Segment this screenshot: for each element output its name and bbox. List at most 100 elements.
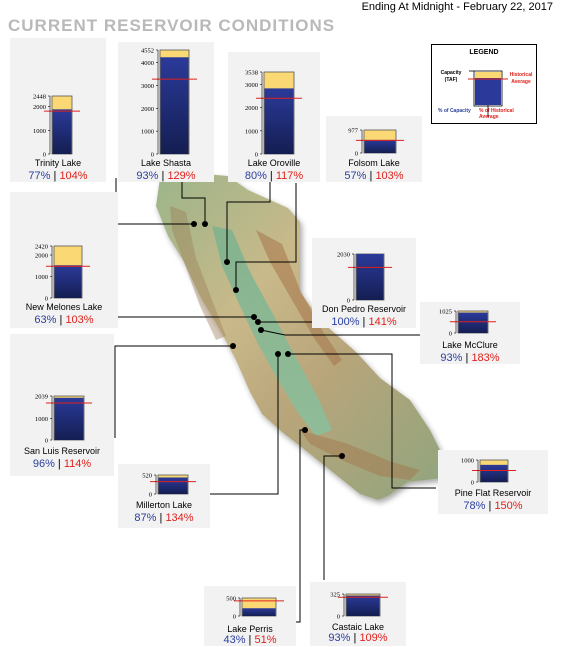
chart-lake-oroville: 3538 3000 2000 1000 0 [245,70,302,159]
coast-range [170,206,226,340]
storage-bar [264,88,294,154]
storage-bar [356,254,384,300]
connector-oroville [226,172,271,262]
panel-pine-flat-reservoir: 1000 0 Pine Flat Reservoir 78% | 150% [438,450,548,514]
chart-millerton-lake: 520 0 [142,473,196,499]
reservoir-percentages: 93% | 129% [136,170,196,182]
page-title: CURRENT RESERVOIR CONDITIONS [8,16,336,35]
connector-pineflat [288,353,436,489]
y-tick-label: 0 [449,331,452,338]
reservoir-name: Don Pedro Reservoir [321,304,407,314]
percent-capacity: 96% [32,458,55,470]
reservoir-percentages: 57% | 103% [344,170,404,182]
y-tick-label: 2000 [245,105,258,112]
y-tick-label: 0 [233,614,236,621]
reservoir-name: New Melones Lake [25,302,103,312]
y-tick-label: 0 [255,152,258,159]
storage-bar [158,477,188,494]
connector-shasta [181,170,206,224]
y-tick-label: 2039 [35,394,48,401]
chart-lake-shasta: 4552 4000 3000 2000 1000 0 [141,48,197,159]
reservoir-name: Castaic Lake [331,622,385,632]
reservoir-percentages: 93% | 109% [328,632,388,644]
storage-bar [160,57,189,154]
y-tick-label: 1000 [245,128,258,135]
chart-castaic-lake: 325 0 [330,592,388,621]
y-tick-label: 2000 [33,104,46,111]
y-tick-label: 1000 [141,129,154,136]
storage-bar [242,608,276,616]
percent-historical: 141% [368,316,397,328]
reservoir-percentages: 100% | 141% [331,316,397,328]
percent-historical: 117% [275,170,304,182]
reservoir-percentages: 96% | 114% [32,458,92,470]
percent-capacity: 80% [244,170,267,182]
legend-swatch [468,70,508,117]
reservoir-percentages: 78% | 150% [463,500,523,512]
percent-historical: 103% [65,314,94,326]
chart-new-melones-lake: 2420 2000 1000 0 [35,244,90,303]
y-tick-label: 325 [330,592,340,599]
y-tick-label: 2000 [141,106,154,113]
reservoir-name: Lake Shasta [140,158,192,168]
storage-bar [54,265,82,298]
southern-mountains [300,430,420,480]
chart-pine-flat-reservoir: 1000 0 [461,458,516,487]
reservoir-name: Lake Perris [227,624,273,634]
reservoir-name: Folsom Lake [348,158,400,168]
y-tick-label: 2420 [35,244,48,251]
chart-folsom-lake: 977 0 [348,128,404,158]
panel-lake-oroville: 3538 3000 2000 1000 0 Lake Oroville 80% | 11… [228,52,320,182]
reservoir-percentages: 77% | 104% [28,170,88,182]
y-tick-label: 1000 [461,458,474,465]
panel-millerton-lake: 520 0 Millerton Lake 87% | 134% [118,464,210,528]
chart-trinity-lake: 2448 2000 1000 0 [33,94,80,159]
y-tick-label: 0 [337,614,340,621]
y-tick-label: 0 [45,296,48,303]
reservoir-name: Lake Oroville [247,158,301,168]
percent-historical: 129% [167,170,196,182]
chart-lake-mcclure: 1025 0 [439,309,496,338]
central-valley [212,226,332,436]
y-tick-label: 0 [347,298,350,305]
storage-bar [480,464,508,482]
percent-capacity: 78% [463,500,486,512]
connector-sanluis [114,345,233,438]
y-tick-label: 0 [149,492,152,499]
connector-castaic [323,455,342,580]
percent-capacity: 43% [223,634,246,646]
percent-capacity: 77% [28,170,51,182]
reservoir-percentages: 93% | 183% [440,352,500,364]
reservoir-percentages: 87% | 134% [134,512,194,524]
y-tick-label: 3000 [141,83,154,90]
storage-bar [52,109,72,154]
y-tick-label: 3538 [245,70,258,77]
y-tick-label: 520 [142,473,152,480]
legend-percent-capacity: % of Capacity [438,108,471,114]
panel-folsom-lake: 977 0 Folsom Lake 57% | 103% [326,116,422,182]
y-tick-label: 0 [355,151,358,158]
y-tick-label: 0 [45,438,48,445]
percent-historical: 150% [494,500,523,512]
reservoir-name: Millerton Lake [135,500,193,510]
storage-bar [54,397,84,440]
panel-lake-perris: 500 0 Lake Perris 43% | 51% [204,586,296,646]
panel-lake-mcclure: 1025 0 Lake McClure 93% | 183% [420,302,520,364]
percent-historical: 134% [165,512,194,524]
report-date: Ending At Midnight - February 22, 2017 [361,1,553,13]
panel-don-pedro-reservoir: 2030 0 Don Pedro Reservoir 100% | 141% [312,238,416,328]
y-tick-label: 0 [151,152,154,159]
panel-trinity-lake: 2448 2000 1000 0 Trinity Lake 77% | 104% [10,38,106,182]
percent-capacity: 93% [328,632,351,644]
reservoir-percentages: 43% | 51% [223,634,277,646]
panel-lake-shasta: 4552 4000 3000 2000 1000 0 Lake Shasta 93% | … [118,42,214,182]
reservoir-name: San Luis Reservoir [23,446,101,456]
percent-historical: 51% [254,634,277,646]
y-tick-label: 1000 [35,274,48,281]
y-tick-label: 2000 [35,253,48,260]
y-tick-label: 2448 [33,94,46,101]
reservoir-name: Pine Flat Reservoir [454,488,532,498]
chart-don-pedro-reservoir: 2030 0 [337,252,392,305]
california-landmass [156,173,446,500]
